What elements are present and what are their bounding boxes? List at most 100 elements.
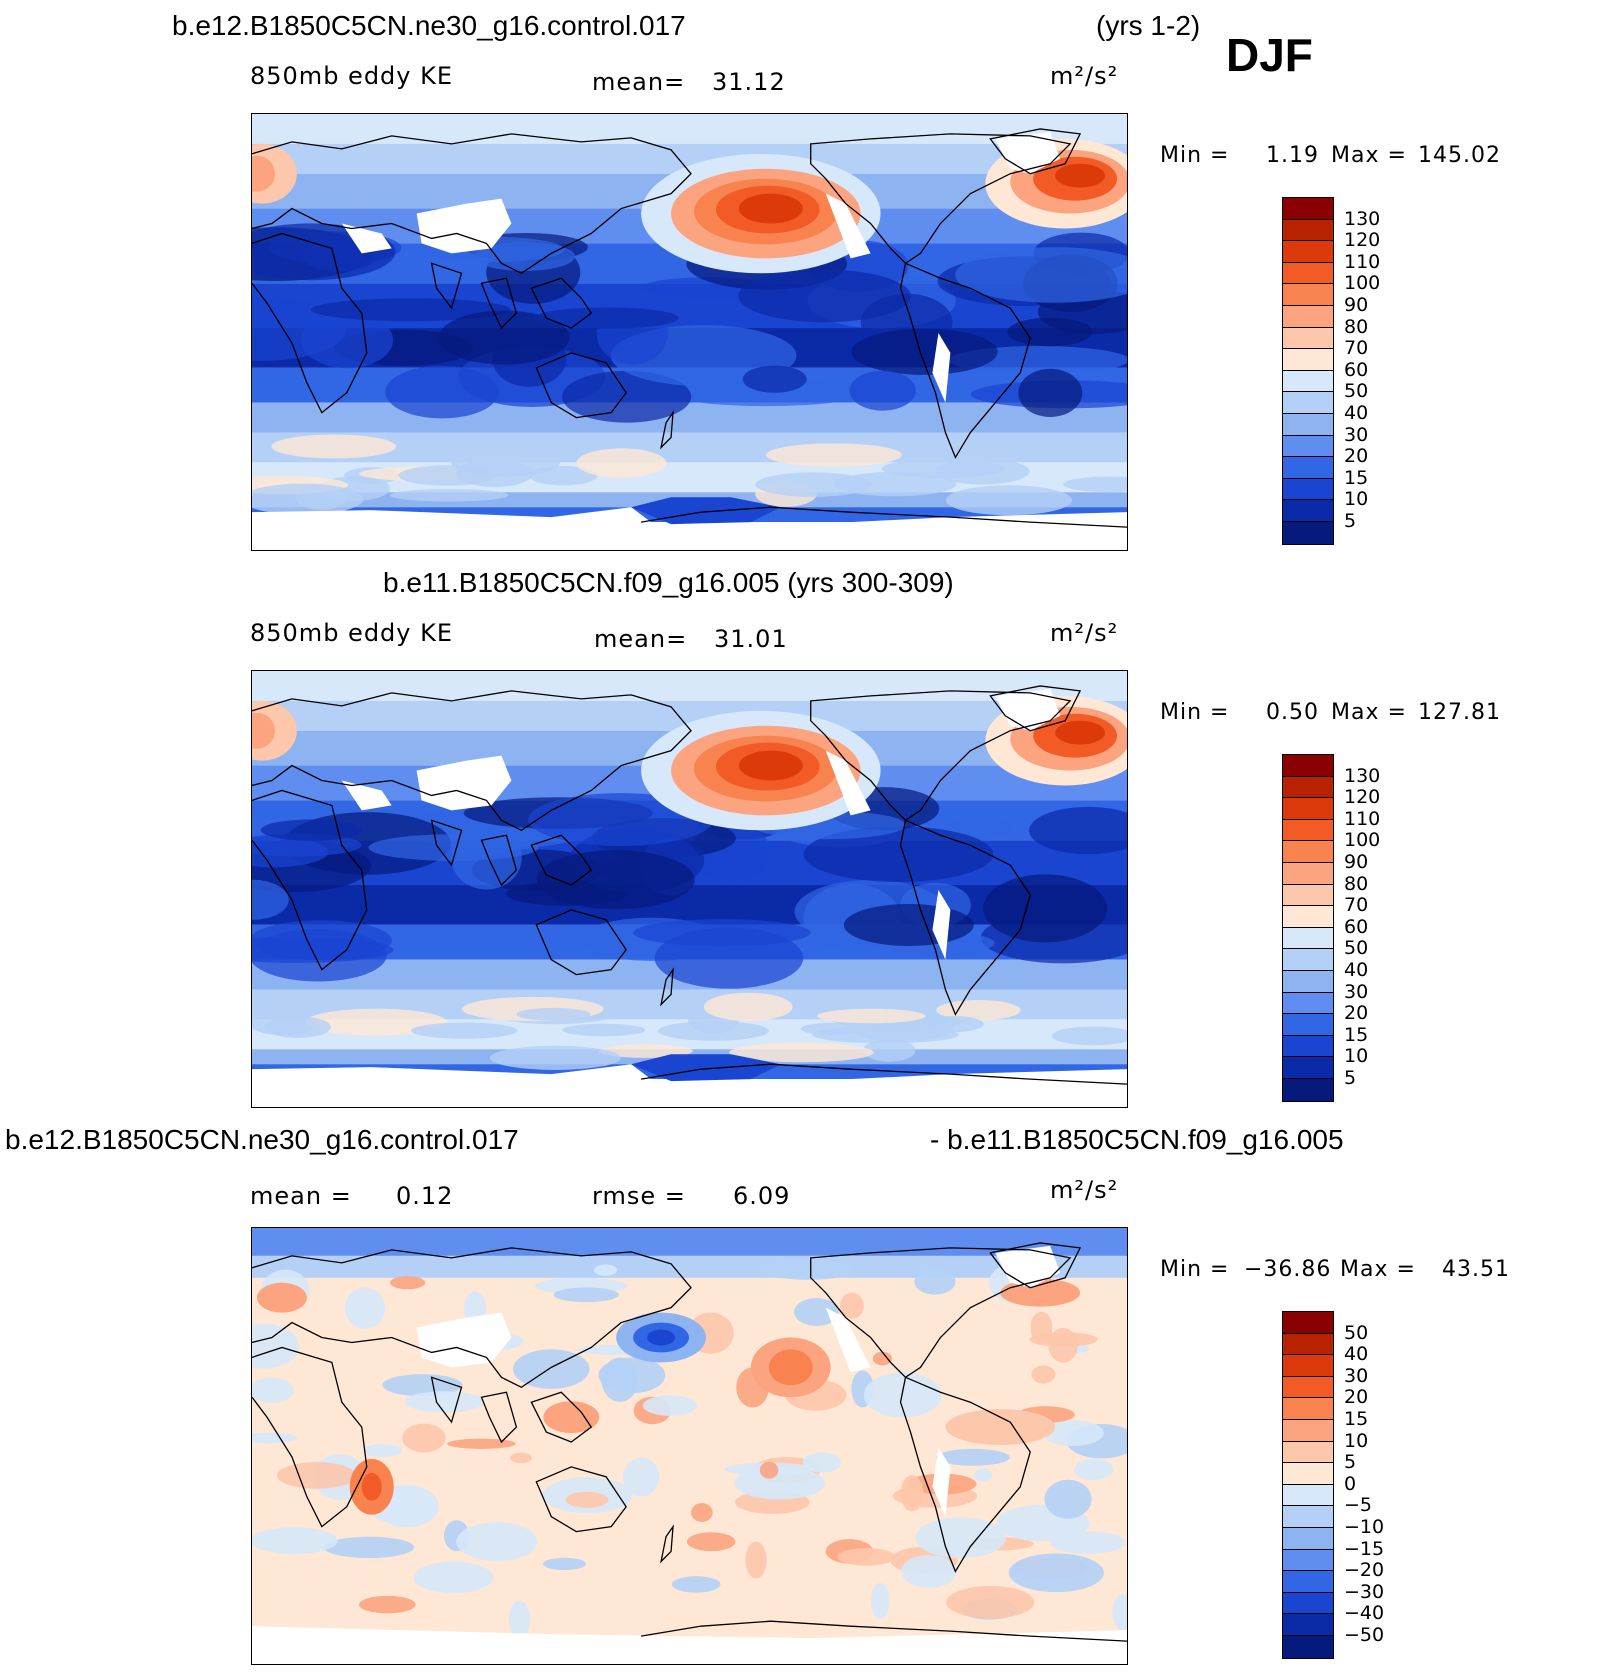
coastline (480, 277, 518, 330)
colorbar-swatch (1283, 906, 1333, 928)
colorbar-tick-label: 15 (1344, 1408, 1369, 1430)
colorbar-tick-label: 100 (1344, 272, 1381, 295)
colorbar-swatch (1283, 198, 1333, 220)
colorbar-tick-label: 90 (1344, 851, 1369, 873)
colorbar-swatch (1283, 1571, 1333, 1593)
colorbar-swatch (1283, 1635, 1333, 1658)
panel3-colorbar (1282, 1311, 1334, 1659)
colorbar-tick-label: 10 (1344, 1045, 1369, 1068)
colorbar-swatch (1283, 305, 1333, 328)
colorbar-tick-label: 20 (1344, 1002, 1369, 1025)
panel2-field-plot (252, 671, 1127, 1107)
colorbar-tick-label: 60 (1344, 915, 1369, 938)
coastline (660, 967, 674, 1007)
panel1-case-title: b.e12.B1850C5CN.ne30_g16.control.017 (172, 10, 686, 41)
panel1-years: (yrs 1-2) (1096, 10, 1201, 41)
colorbar-tick-label: 20 (1344, 445, 1369, 468)
colorbar-tick-label: −40 (1344, 1602, 1385, 1625)
colorbar-swatch (1283, 992, 1333, 1015)
colorbar-swatch (1283, 370, 1333, 393)
colorbar-swatch (1283, 798, 1333, 820)
colorbar-swatch (1283, 500, 1333, 522)
colorbar-tick-label: 40 (1344, 1343, 1369, 1366)
colorbar-swatch (1283, 1506, 1333, 1528)
coastline (989, 128, 1082, 175)
colorbar-tick-label: 110 (1344, 807, 1381, 830)
panel3-minus-case: - b.e11.B1850C5CN.f09_g16.005 (930, 1124, 1344, 1155)
coastline (899, 1376, 1031, 1573)
coastline (530, 1391, 593, 1443)
coastline (899, 262, 1031, 459)
panel1-colorbar (1282, 197, 1334, 545)
colorbar-tick-label: −5 (1344, 1494, 1373, 1517)
panel3-min-label: Min = (1160, 1257, 1230, 1282)
panel3-max-value: 43.51 (1442, 1257, 1510, 1282)
colorbar-swatch (1283, 1312, 1333, 1334)
colorbar-swatch (1283, 755, 1333, 777)
colorbar-swatch (1283, 1014, 1333, 1036)
panel2-variable: 850mb eddy KE (250, 619, 454, 647)
colorbar-swatch (1283, 521, 1333, 544)
colorbar-tick-label: 10 (1344, 488, 1369, 511)
colorbar-tick-label: 50 (1344, 1321, 1369, 1344)
coastline (430, 819, 463, 867)
colorbar-tick-label: 80 (1344, 315, 1369, 338)
colorbar-tick-label: 130 (1344, 207, 1381, 230)
colorbar-tick-label: 120 (1344, 786, 1381, 809)
colorbar-tick-label: 5 (1344, 1067, 1357, 1089)
colorbar-tick-label: −15 (1344, 1537, 1385, 1560)
colorbar-swatch (1283, 1614, 1333, 1636)
colorbar-swatch (1283, 927, 1333, 950)
coastline (641, 506, 1127, 528)
colorbar-tick-label: −10 (1344, 1516, 1385, 1538)
colorbar-tick-label: 5 (1344, 1451, 1357, 1474)
coastline (810, 690, 1072, 822)
season-label: DJF (1226, 29, 1313, 81)
colorbar-swatch (1283, 1484, 1333, 1507)
panel3-rmse-label: rmse = (592, 1182, 686, 1210)
colorbar-tick-label: 15 (1344, 466, 1369, 489)
panel3-mean-label: mean = (250, 1182, 352, 1210)
panel3-field-plot (252, 1228, 1127, 1664)
panel3-case-title: b.e12.B1850C5CN.ne30_g16.control.017 (5, 1124, 519, 1155)
coastline (252, 1247, 692, 1389)
colorbar-swatch (1283, 1035, 1333, 1058)
coastline (252, 1346, 368, 1528)
colorbar-swatch (1283, 1355, 1333, 1377)
colorbar-swatch (1283, 241, 1333, 263)
coastline (810, 1247, 1072, 1379)
colorbar-swatch (1283, 284, 1333, 306)
colorbar-swatch (1283, 413, 1333, 436)
colorbar-swatch (1283, 435, 1333, 458)
coastline (252, 232, 368, 414)
panel2-min-label: Min = (1160, 700, 1230, 725)
colorbar-swatch (1283, 1592, 1333, 1615)
coastline (641, 1620, 1127, 1642)
panel1-max-value: 145.02 (1418, 143, 1501, 168)
colorbar-tick-label: 120 (1344, 229, 1381, 252)
coastline (810, 133, 1072, 265)
colorbar-swatch (1283, 862, 1333, 885)
coastline (530, 834, 593, 886)
colorbar-swatch (1283, 1527, 1333, 1550)
panel2-map (251, 670, 1128, 1108)
colorbar-tick-label: 90 (1344, 294, 1369, 316)
panel3-units: m²/s² (1050, 1176, 1119, 1204)
colorbar-tick-label: 70 (1344, 894, 1369, 917)
panel2-max-value: 127.81 (1418, 700, 1501, 725)
colorbar-tick-label: 130 (1344, 764, 1381, 787)
panel3-mean-value: 0.12 (396, 1182, 454, 1210)
colorbar-swatch (1283, 1057, 1333, 1079)
colorbar-tick-label: −30 (1344, 1580, 1385, 1603)
colorbar-tick-label: 70 (1344, 337, 1369, 360)
colorbar-swatch (1283, 970, 1333, 993)
panel3-map (251, 1227, 1128, 1665)
coastline (252, 133, 692, 275)
panel1-units: m²/s² (1050, 62, 1119, 90)
panel2-min-value: 0.50 (1266, 700, 1319, 725)
coastline (252, 789, 368, 971)
colorbar-tick-label: 80 (1344, 872, 1369, 895)
colorbar-swatch (1283, 1376, 1333, 1399)
coastline (430, 1376, 463, 1424)
colorbar-tick-label: 30 (1344, 1364, 1369, 1387)
